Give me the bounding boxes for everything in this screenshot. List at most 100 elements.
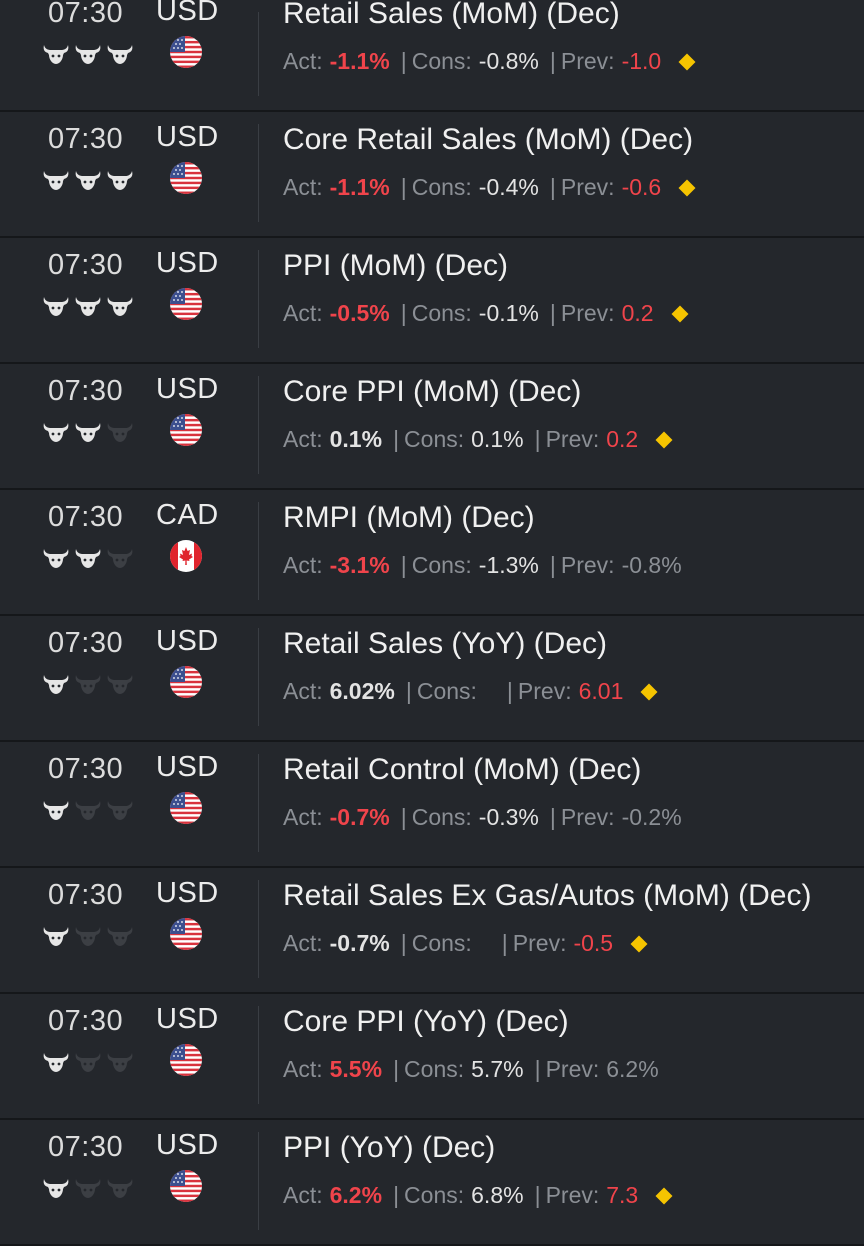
bull-icon <box>42 924 70 948</box>
importance-rating <box>42 924 134 948</box>
consensus-label: Cons: <box>411 804 472 830</box>
event-row[interactable]: 07:30 USD Retail Sales Ex Gas/Autos (MoM) … <box>0 868 864 994</box>
event-time: 07:30 <box>48 1005 124 1037</box>
importance-rating <box>42 798 134 822</box>
bull-icon <box>42 1176 70 1200</box>
bull-icon <box>106 546 134 570</box>
bull-icon <box>74 672 102 696</box>
event-meta: 07:30 USD <box>0 364 258 488</box>
separator: | <box>549 804 556 830</box>
event-title[interactable]: RMPI (MoM) (Dec) <box>283 501 535 534</box>
actual-value: 6.2% <box>329 1182 383 1208</box>
revised-diamond-icon <box>678 53 696 70</box>
revised-diamond-icon <box>655 1187 673 1204</box>
actual-label: Act: <box>283 552 323 578</box>
event-row[interactable]: 07:30 USD Retail Control (MoM) (Dec) Act: -0… <box>0 742 864 868</box>
bull-icon <box>106 294 134 318</box>
event-row[interactable]: 07:30 USD Retail Sales (MoM) (Dec) Act: -1.1… <box>0 0 864 112</box>
consensus-value: -1.3% <box>478 552 539 578</box>
column-divider <box>258 250 259 348</box>
column-divider <box>258 880 259 978</box>
consensus-value: -0.4% <box>478 174 539 200</box>
event-title[interactable]: Retail Sales Ex Gas/Autos (MoM) (Dec) <box>283 879 812 912</box>
event-stats: Act: 5.5% | Cons: 5.7% | Prev: 6.2% <box>283 1056 659 1083</box>
event-meta: 07:30 USD <box>0 112 258 236</box>
column-divider <box>258 754 259 852</box>
event-currency: USD <box>156 1003 219 1035</box>
consensus-label: Cons: <box>411 48 472 74</box>
bull-icon <box>106 1176 134 1200</box>
event-time: 07:30 <box>48 627 124 659</box>
previous-label: Prev: <box>545 1182 600 1208</box>
revised-diamond-icon <box>678 179 696 196</box>
consensus-value: 6.8% <box>471 1182 524 1208</box>
bull-icon <box>42 672 70 696</box>
previous-value: -0.5 <box>573 930 614 956</box>
bull-icon <box>74 798 102 822</box>
importance-rating <box>42 294 134 318</box>
previous-label: Prev: <box>560 552 615 578</box>
separator: | <box>549 552 556 578</box>
event-row[interactable]: 07:30 USD Core PPI (YoY) (Dec) Act: 5.5% | Con… <box>0 994 864 1120</box>
importance-rating <box>42 1050 134 1074</box>
bull-icon <box>106 672 134 696</box>
event-stats: Act: -0.7% | Cons: -0.3% | Prev: -0.2% <box>283 804 682 831</box>
bull-icon <box>106 168 134 192</box>
previous-label: Prev: <box>560 804 615 830</box>
actual-label: Act: <box>283 300 323 326</box>
actual-value: -0.7% <box>329 804 390 830</box>
event-row[interactable]: 07:30 USD Retail Sales (YoY) (Dec) Act: 6.02… <box>0 616 864 742</box>
actual-label: Act: <box>283 174 323 200</box>
consensus-value: 0.1% <box>471 426 524 452</box>
actual-value: 0.1% <box>329 426 383 452</box>
event-meta: 07:30 USD <box>0 742 258 866</box>
bull-icon <box>74 420 102 444</box>
event-currency: USD <box>156 751 219 783</box>
event-time: 07:30 <box>48 249 124 281</box>
actual-label: Act: <box>283 804 323 830</box>
event-meta: 07:30 USD <box>0 994 258 1118</box>
consensus-label: Cons: <box>404 1182 465 1208</box>
event-stats: Act: -1.1% | Cons: -0.8% | Prev: -1.0 <box>283 48 696 75</box>
separator: | <box>393 1182 400 1208</box>
separator: | <box>549 300 556 326</box>
event-title[interactable]: Retail Control (MoM) (Dec) <box>283 753 642 786</box>
bull-icon <box>106 1050 134 1074</box>
importance-rating <box>42 420 134 444</box>
event-meta: 07:30 USD <box>0 1120 258 1244</box>
event-meta: 07:30 USD <box>0 868 258 992</box>
event-title[interactable]: Core Retail Sales (MoM) (Dec) <box>283 123 694 156</box>
consensus-value: -0.1% <box>478 300 539 326</box>
bull-icon <box>42 420 70 444</box>
event-currency: CAD <box>156 499 219 531</box>
consensus-label: Cons: <box>404 426 465 452</box>
event-title[interactable]: PPI (YoY) (Dec) <box>283 1131 496 1164</box>
bull-icon <box>106 42 134 66</box>
event-row[interactable]: 07:30 USD Core PPI (MoM) (Dec) Act: 0.1% | Con… <box>0 364 864 490</box>
separator: | <box>506 678 513 704</box>
consensus-label: Cons: <box>411 174 472 200</box>
event-title[interactable]: Core PPI (MoM) (Dec) <box>283 375 582 408</box>
event-currency: USD <box>156 877 219 909</box>
actual-value: 5.5% <box>329 1056 383 1082</box>
event-row[interactable]: 07:30 CAD RMPI (MoM) (Dec) Act: -3.1% | Cons: -… <box>0 490 864 616</box>
event-stats: Act: -0.5% | Cons: -0.1% | Prev: 0.2 <box>283 300 689 327</box>
event-title[interactable]: PPI (MoM) (Dec) <box>283 249 508 282</box>
event-title[interactable]: Retail Sales (MoM) (Dec) <box>283 0 620 30</box>
consensus-label: Cons: <box>411 930 472 956</box>
event-row[interactable]: 07:30 USD Core Retail Sales (MoM) (Dec) Act… <box>0 112 864 238</box>
event-row[interactable]: 07:30 USD PPI (MoM) (Dec) Act: -0.5% | Cons: -0… <box>0 238 864 364</box>
event-stats: Act: 0.1% | Cons: 0.1% | Prev: 0.2 <box>283 426 673 453</box>
actual-label: Act: <box>283 1182 323 1208</box>
bull-icon <box>42 1050 70 1074</box>
previous-value: 0.2 <box>621 300 654 326</box>
separator: | <box>534 1182 541 1208</box>
event-row[interactable]: 07:30 USD PPI (YoY) (Dec) Act: 6.2% | Cons: 6.8… <box>0 1120 864 1246</box>
separator: | <box>400 552 407 578</box>
event-title[interactable]: Core PPI (YoY) (Dec) <box>283 1005 569 1038</box>
separator: | <box>549 174 556 200</box>
actual-label: Act: <box>283 48 323 74</box>
column-divider <box>258 124 259 222</box>
event-title[interactable]: Retail Sales (YoY) (Dec) <box>283 627 608 660</box>
bull-icon <box>74 1176 102 1200</box>
